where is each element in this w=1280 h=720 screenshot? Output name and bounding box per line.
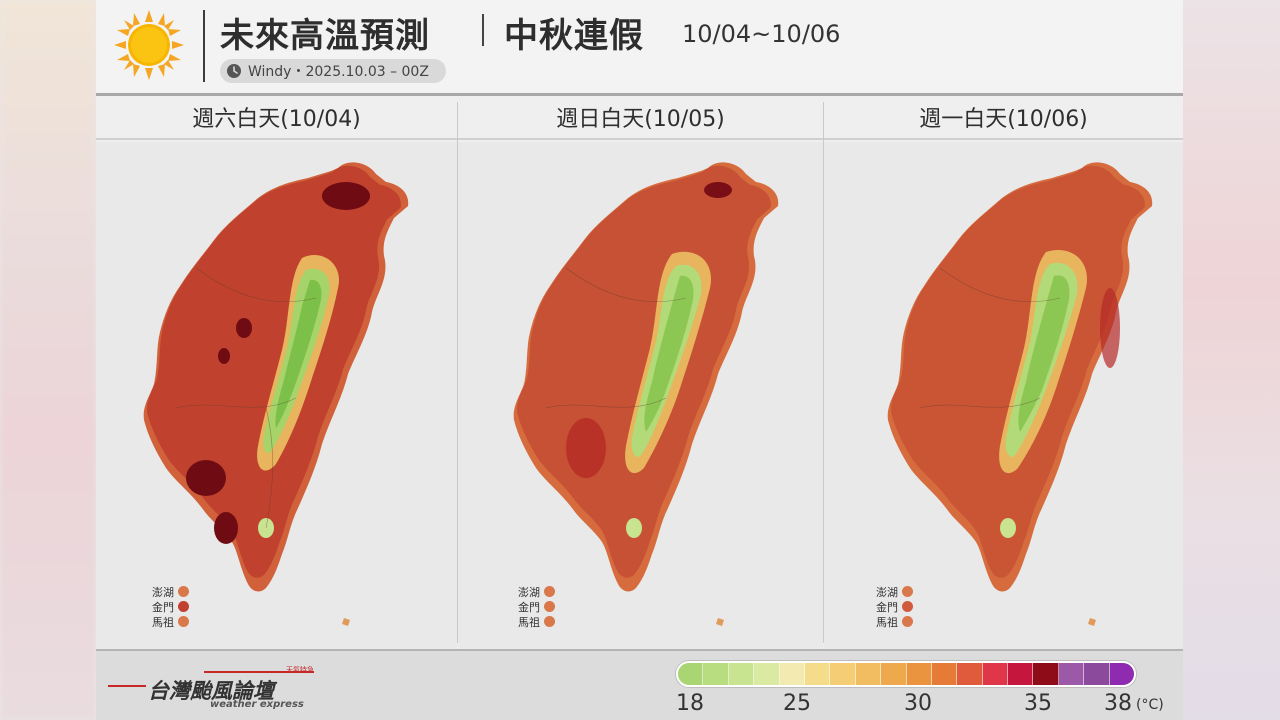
scale-tick: 30 (904, 691, 932, 716)
panel-divider (823, 102, 824, 643)
logo-tag: 天氣特急 (286, 666, 314, 674)
sun-icon (114, 10, 184, 80)
island-row-matsu: 馬祖 (502, 614, 582, 629)
scale-tick: 25 (783, 691, 811, 716)
scale-swatch (1109, 663, 1134, 685)
scale-swatch (1033, 663, 1059, 685)
panel-title: 週一白天(10/06) (824, 96, 1183, 140)
island-name: 金門 (518, 600, 540, 614)
panel-title: 週六白天(10/04) (96, 96, 457, 140)
scale-swatch (754, 663, 780, 685)
logo-stripe (204, 671, 314, 673)
clock-icon (227, 64, 241, 78)
outlying-islands: 澎湖 金門 馬祖 (136, 584, 216, 629)
island-row-penghu: 澎湖 (860, 584, 940, 599)
scale-swatch (906, 663, 932, 685)
scale-swatch (931, 663, 958, 685)
scale-tick: 38 (1104, 691, 1132, 716)
background-blur-left (0, 0, 96, 720)
logo: 天氣特急 台灣颱風論壇 weather express (108, 663, 318, 713)
island-name: 馬祖 (152, 615, 174, 629)
panel-map-area: 澎湖 金門 馬祖 (96, 142, 457, 649)
footer: 天氣特急 台灣颱風論壇 weather express 18 25 30 35 … (96, 649, 1183, 720)
scale-unit: (°C) (1136, 697, 1164, 713)
header: 未來高溫預測 中秋連假 10/04~10/06 Windy・2025.10.03… (96, 0, 1183, 93)
scale-swatch (830, 663, 856, 685)
logo-text: 台灣颱風論壇 (148, 679, 274, 703)
scale-swatch (1084, 663, 1110, 685)
scale-swatch (678, 663, 704, 685)
scale-tick: 35 (1024, 691, 1052, 716)
scale-swatch (1058, 663, 1085, 685)
header-divider (203, 10, 205, 82)
panel-title: 週日白天(10/05) (458, 96, 823, 140)
island-row-kinmen: 金門 (136, 599, 216, 614)
scale-swatch (804, 663, 831, 685)
island-temp-dot (544, 616, 555, 627)
source-badge: Windy・2025.10.03 – 00Z (220, 59, 446, 83)
temperature-map (513, 162, 779, 626)
panel-map-area: 澎湖 金門 馬祖 (824, 142, 1183, 649)
panel-divider (457, 102, 458, 643)
scale-swatch (881, 663, 907, 685)
forecast-card: 未來高溫預測 中秋連假 10/04~10/06 Windy・2025.10.03… (96, 0, 1183, 720)
island-name: 金門 (876, 600, 898, 614)
island-row-penghu: 澎湖 (502, 584, 582, 599)
title-separator (482, 14, 484, 46)
island-name: 澎湖 (876, 585, 898, 599)
outlying-islands: 澎湖 金門 馬祖 (860, 584, 940, 629)
temperature-map (143, 162, 409, 626)
island-temp-dot (544, 601, 555, 612)
temperature-color-scale (676, 661, 1136, 687)
background-blur-right (1183, 0, 1280, 720)
panel-monday: 週一白天(10/06) (824, 96, 1183, 649)
island-row-matsu: 馬祖 (136, 614, 216, 629)
island-row-kinmen: 金門 (860, 599, 940, 614)
scale-swatch (1008, 663, 1034, 685)
scale-swatch (957, 663, 983, 685)
panel-saturday: 週六白天(10/04) (96, 96, 457, 649)
island-temp-dot (178, 586, 189, 597)
island-name: 澎湖 (152, 585, 174, 599)
panel-map-area: 澎湖 金門 馬祖 (458, 142, 823, 649)
scale-swatch (728, 663, 755, 685)
island-name: 馬祖 (876, 615, 898, 629)
scale-swatch (855, 663, 882, 685)
scale-swatch (779, 663, 805, 685)
header-rule (96, 93, 1183, 96)
island-temp-dot (178, 616, 189, 627)
map-panels: 週六白天(10/04) (96, 96, 1183, 649)
outlying-islands: 澎湖 金門 馬祖 (502, 584, 582, 629)
logo-subtext: weather express (210, 699, 304, 710)
island-temp-dot (902, 586, 913, 597)
island-row-penghu: 澎湖 (136, 584, 216, 599)
page-subtitle: 中秋連假 (504, 16, 644, 56)
scale-swatch (982, 663, 1009, 685)
island-temp-dot (902, 616, 913, 627)
island-temp-dot (902, 601, 913, 612)
island-name: 金門 (152, 600, 174, 614)
panel-sunday: 週日白天(10/05) (458, 96, 823, 649)
island-name: 馬祖 (518, 615, 540, 629)
island-temp-dot (178, 601, 189, 612)
logo-stripe (108, 685, 146, 687)
page-title: 未來高溫預測 (220, 16, 430, 56)
source-text: Windy・2025.10.03 – 00Z (248, 64, 429, 80)
island-name: 澎湖 (518, 585, 540, 599)
scale-tick: 18 (676, 691, 704, 716)
scale-swatch (703, 663, 729, 685)
island-temp-dot (544, 586, 555, 597)
island-row-matsu: 馬祖 (860, 614, 940, 629)
temperature-map (887, 162, 1153, 626)
island-row-kinmen: 金門 (502, 599, 582, 614)
date-range: 10/04~10/06 (682, 20, 841, 48)
